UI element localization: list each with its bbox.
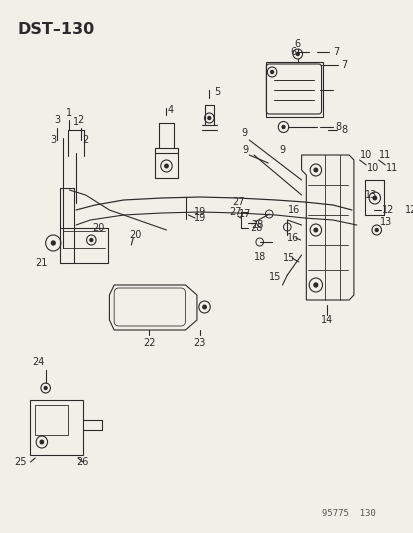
Circle shape: [51, 241, 55, 245]
Circle shape: [375, 229, 377, 231]
Text: 95775  130: 95775 130: [321, 509, 375, 518]
Text: 23: 23: [193, 338, 206, 348]
Text: 5: 5: [213, 87, 219, 97]
Text: 2: 2: [82, 135, 88, 145]
Circle shape: [313, 228, 317, 232]
Bar: [31, 400, 83, 455]
Text: 25: 25: [14, 457, 27, 467]
Text: 9: 9: [242, 145, 248, 155]
Circle shape: [281, 125, 284, 128]
Bar: [35, 405, 68, 435]
Text: 24: 24: [32, 357, 44, 367]
Circle shape: [202, 305, 206, 309]
Text: 12: 12: [404, 205, 413, 215]
Text: 8: 8: [335, 122, 341, 132]
Circle shape: [313, 283, 317, 287]
Circle shape: [399, 208, 402, 212]
Text: 28: 28: [250, 223, 262, 233]
Circle shape: [90, 238, 93, 241]
Text: 3: 3: [54, 115, 60, 125]
Text: 14: 14: [320, 315, 332, 325]
Text: 13: 13: [379, 217, 392, 227]
Circle shape: [164, 164, 168, 168]
Text: 1: 1: [73, 117, 79, 127]
Text: 27: 27: [229, 207, 242, 217]
Circle shape: [44, 386, 47, 390]
Text: 8: 8: [340, 125, 347, 135]
Text: 16: 16: [287, 205, 299, 215]
Text: 19: 19: [193, 207, 205, 217]
Bar: [266, 62, 323, 117]
Text: DST–130: DST–130: [17, 22, 94, 37]
Text: 1: 1: [66, 108, 72, 118]
Text: 11: 11: [378, 150, 390, 160]
Text: 26: 26: [76, 457, 89, 467]
Text: 12: 12: [381, 205, 394, 215]
Text: 11: 11: [385, 163, 397, 173]
Text: 4: 4: [167, 105, 173, 115]
Circle shape: [372, 196, 376, 200]
Circle shape: [270, 70, 273, 74]
Text: 15: 15: [282, 253, 295, 263]
Circle shape: [40, 440, 43, 444]
Text: 3: 3: [50, 135, 56, 145]
Text: 20: 20: [92, 223, 104, 233]
Text: 18: 18: [253, 252, 265, 262]
Text: 7: 7: [332, 47, 338, 57]
Text: 6: 6: [289, 47, 295, 57]
Text: 2: 2: [78, 115, 84, 125]
Text: 28: 28: [251, 220, 263, 230]
Circle shape: [296, 52, 299, 55]
Text: 9: 9: [241, 128, 247, 138]
Text: 20: 20: [128, 230, 141, 240]
Text: 9: 9: [279, 145, 285, 155]
Text: 10: 10: [359, 150, 372, 160]
Text: 17: 17: [239, 209, 251, 219]
Text: 10: 10: [366, 163, 378, 173]
Text: 22: 22: [143, 338, 155, 348]
Text: 7: 7: [340, 60, 347, 70]
Circle shape: [313, 168, 317, 172]
Text: 16: 16: [286, 233, 299, 243]
Text: 27: 27: [232, 197, 244, 207]
Text: 13: 13: [364, 190, 376, 200]
Text: 15: 15: [268, 272, 280, 282]
Text: 19: 19: [193, 213, 205, 223]
Text: 21: 21: [36, 258, 48, 268]
Circle shape: [207, 117, 210, 119]
Text: 6: 6: [294, 39, 300, 49]
